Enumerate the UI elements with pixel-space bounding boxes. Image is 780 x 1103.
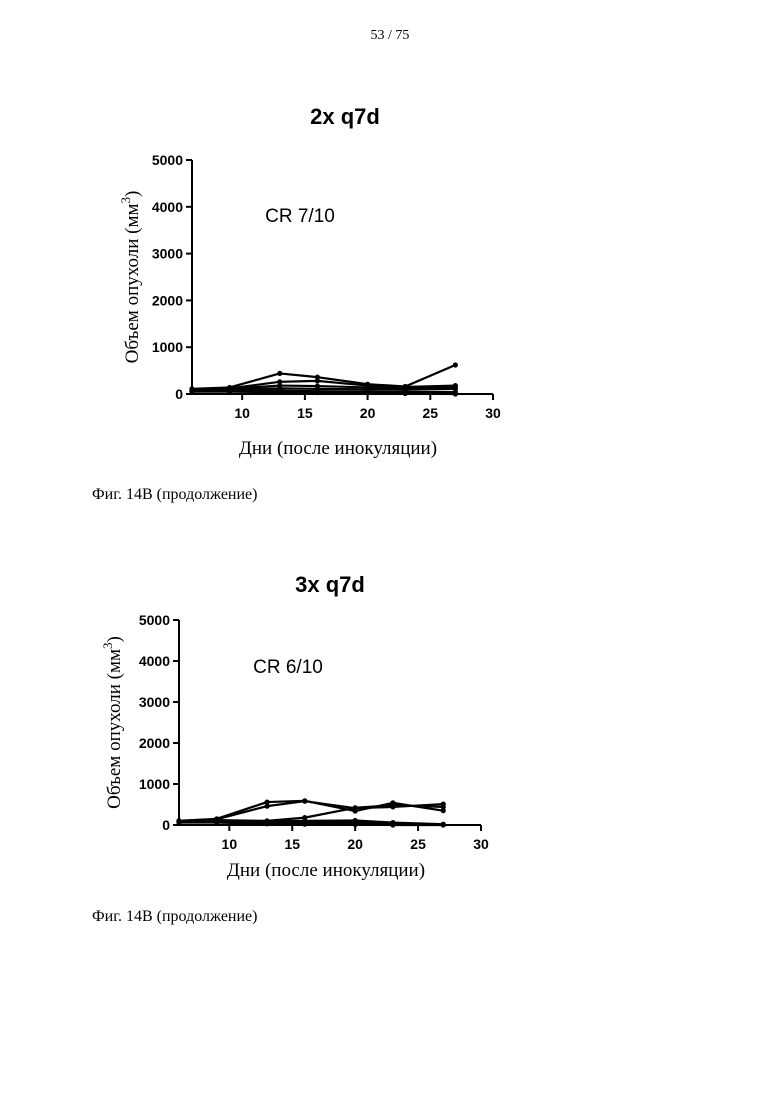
y-tick-label: 4000 xyxy=(139,653,170,669)
y-tick-label: 0 xyxy=(162,817,170,833)
x-tick-label: 20 xyxy=(347,836,363,852)
x-tick-label: 30 xyxy=(473,836,489,852)
data-point xyxy=(353,805,358,810)
y-axis-label: Объем опухоли (мм3) xyxy=(118,191,143,364)
x-tick-label: 25 xyxy=(410,836,426,852)
data-point xyxy=(214,820,219,825)
x-tick-label: 10 xyxy=(222,836,238,852)
y-tick-label: 3000 xyxy=(152,246,183,262)
data-point xyxy=(441,822,446,827)
tumor-volume-chart-3x: 3x q7d CR 6/10 0 1000 2000 3000 4000 5000 10 15 20… xyxy=(0,560,780,890)
y-tick-label: 4000 xyxy=(152,199,183,215)
chart-title: 3x q7d xyxy=(295,572,365,597)
x-tick-label: 10 xyxy=(234,405,250,421)
tumor-volume-chart-2x: 2x q7d CR 7/10 0 1000 2000 3000 4000 5000 10 15 20… xyxy=(0,90,780,480)
x-tick-label: 30 xyxy=(485,405,501,421)
chart-title: 2x q7d xyxy=(310,104,380,129)
data-point xyxy=(277,390,282,395)
x-axis-label: Дни (после инокуляции) xyxy=(239,438,437,459)
data-point xyxy=(189,389,194,394)
figure-caption: Фиг. 14В (продолжение) xyxy=(92,486,257,504)
data-point xyxy=(264,804,269,809)
data-point xyxy=(277,371,282,376)
data-point xyxy=(264,821,269,826)
data-point xyxy=(453,362,458,367)
data-point xyxy=(390,822,395,827)
data-point xyxy=(365,390,370,395)
y-tick-label: 3000 xyxy=(139,694,170,710)
data-point xyxy=(353,822,358,827)
data-point xyxy=(441,804,446,809)
page-number: 53 / 75 xyxy=(0,28,780,44)
chart-annotation: CR 7/10 xyxy=(265,206,335,227)
y-tick-label: 5000 xyxy=(152,152,183,168)
x-tick-label: 20 xyxy=(360,405,376,421)
data-point xyxy=(227,389,232,394)
data-point xyxy=(315,390,320,395)
x-tick-label: 25 xyxy=(423,405,439,421)
x-axis-label: Дни (после инокуляции) xyxy=(227,860,425,881)
data-point xyxy=(453,391,458,396)
y-tick-label: 0 xyxy=(175,386,183,402)
data-point xyxy=(302,822,307,827)
y-tick-label: 1000 xyxy=(139,776,170,792)
figure-caption: Фиг. 14В (продолжение) xyxy=(92,908,257,926)
y-tick-label: 5000 xyxy=(139,612,170,628)
data-point xyxy=(315,378,320,383)
y-tick-label: 2000 xyxy=(139,735,170,751)
x-tick-label: 15 xyxy=(297,405,313,421)
data-point xyxy=(302,799,307,804)
y-axis-label: Объем опухоли (мм3) xyxy=(100,636,125,809)
y-tick-label: 1000 xyxy=(152,339,183,355)
y-tick-label: 2000 xyxy=(152,292,183,308)
x-tick-label: 15 xyxy=(284,836,300,852)
data-point xyxy=(390,803,395,808)
data-point xyxy=(176,820,181,825)
chart-annotation: CR 6/10 xyxy=(253,657,323,678)
data-point xyxy=(403,391,408,396)
